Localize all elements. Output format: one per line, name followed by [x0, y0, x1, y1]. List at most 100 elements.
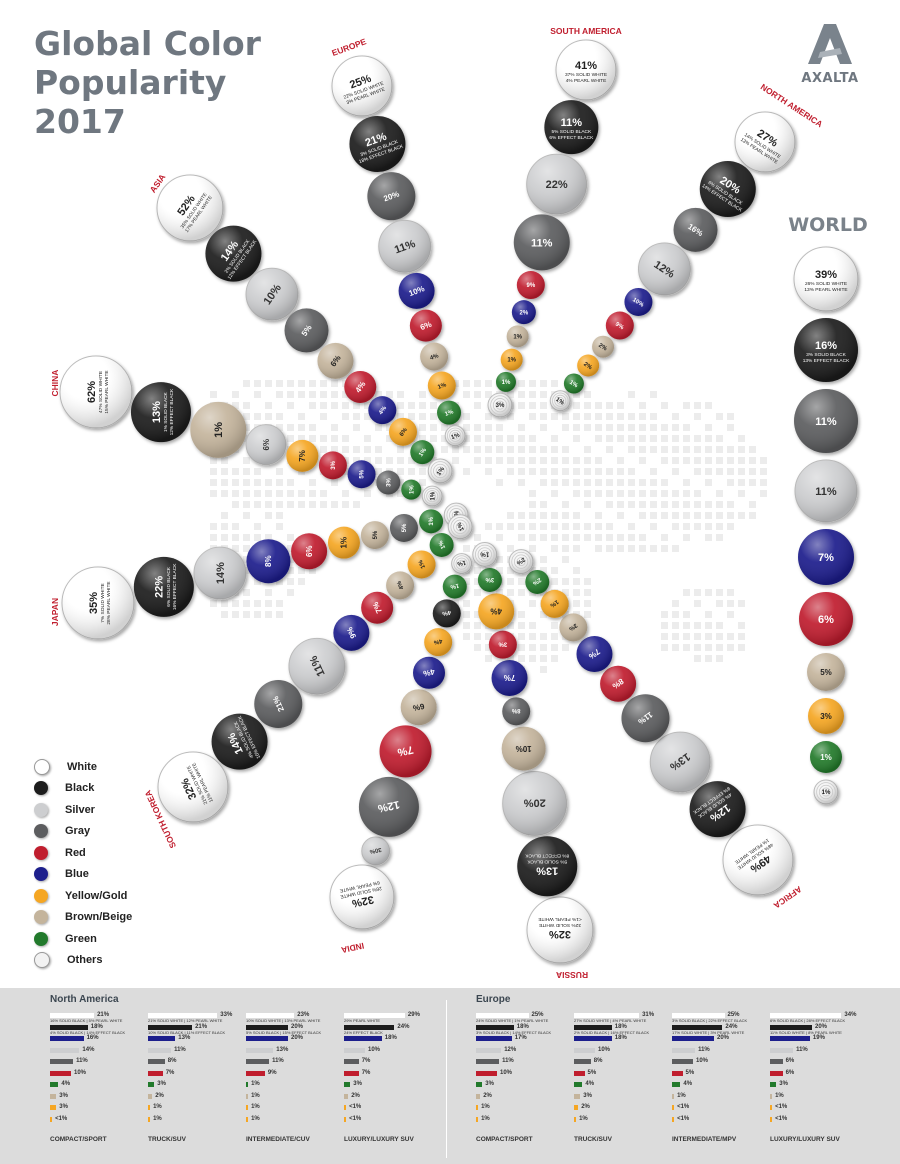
segment-bar-row: 10%	[344, 1046, 426, 1058]
segment-bar-value: 12%	[504, 1046, 517, 1053]
segment-bar-note: 24% SOLID WHITE | 1% PEARL WHITE	[476, 1018, 549, 1023]
segment-bar-row: 20%	[672, 1034, 754, 1046]
bubble-note: 8% EFFECT BLACK	[524, 852, 569, 858]
bubble-value: 2%	[531, 576, 542, 586]
bubble-value: 9%	[345, 626, 358, 640]
bubble-value: 4%	[490, 607, 502, 616]
segment-bar-row: 9%	[246, 1069, 328, 1081]
legend-swatch	[34, 758, 50, 775]
bubble-value: 14%	[215, 562, 227, 584]
bubble-africa-gray: 11%	[621, 694, 670, 743]
bubble-value: 9%	[526, 283, 535, 289]
segment-bar-row: <1%	[770, 1115, 852, 1127]
segment-bar	[672, 1093, 675, 1099]
region-label-europe: EUROPE	[330, 36, 367, 58]
bubble-north-america-silver: 12%	[637, 242, 691, 296]
segment-bar-value: <1%	[349, 1104, 362, 1110]
segment-bar-row: 3%	[344, 1080, 426, 1092]
legend-swatch	[34, 845, 48, 860]
segment-bar	[50, 1059, 74, 1064]
bubble-japan-blue: 8%	[246, 539, 291, 584]
bubble-asia-yellow-gold: 6%	[388, 417, 417, 446]
segment-bar-row: 3%	[574, 1092, 656, 1104]
bubble-note: 3% SOLID BLACK	[806, 352, 847, 358]
segment-bar	[50, 1093, 57, 1099]
bubble-value: 8%	[264, 555, 273, 567]
bubble-value: 10%	[516, 744, 532, 753]
segment-bar-note: 27% SOLID WHITE | 4% PEARL WHITE	[574, 1018, 647, 1023]
bubble-value: 3%	[498, 641, 507, 647]
panel-title-north-america: North America	[50, 994, 119, 1005]
bubble-value: 2%	[515, 556, 526, 566]
segment-bar-value: 13%	[276, 1046, 289, 1053]
segment-bar-row: 5%	[574, 1069, 656, 1081]
segment-bar-value: 8%	[593, 1058, 603, 1064]
bubble-europe-gray: 20%	[367, 172, 416, 221]
bubble-value: 1%	[507, 358, 516, 364]
segment-bar-row: 4%	[672, 1080, 754, 1092]
bubble-value: 4%	[422, 667, 435, 678]
bubble-note: 13% PEARL WHITE	[804, 287, 847, 293]
bubble-value: 7%	[396, 743, 414, 758]
segment-bar-row: 7%	[344, 1057, 426, 1069]
bubble-japan-red: 6%	[291, 533, 328, 570]
bubble-world-red: 6%	[799, 592, 853, 646]
segment-breakdown-panel: North America Europe 21% 16% SOLID BLACK …	[0, 988, 900, 1164]
segment-bar-value: 3%	[59, 1092, 68, 1099]
bubble-south-america-gray: 11%	[513, 214, 570, 271]
segment-bar-row: <1%	[344, 1103, 426, 1115]
legend-item-gray: Gray	[34, 821, 132, 843]
bubble-south-america-red: 9%	[516, 271, 545, 300]
bubble-north-america-green: 1%	[563, 373, 584, 394]
segment-bar-row: 1%	[148, 1115, 230, 1127]
bubble-value: 32%	[351, 893, 375, 909]
segment-bar	[246, 1036, 288, 1041]
segment-bar-value: 2%	[581, 1104, 590, 1110]
bubble-value: 13%	[536, 864, 558, 876]
segment-bar-value: 24%	[397, 1023, 410, 1030]
segment-bar-value: 1%	[481, 1115, 490, 1122]
segment-bar-note: 24% EFFECT BLACK	[344, 1029, 383, 1035]
bubble-value: 22%	[546, 179, 568, 191]
bubble-value: 9%	[614, 322, 625, 332]
segment-bar	[344, 1036, 382, 1041]
segment-bar-row: 3%	[50, 1103, 132, 1115]
bubble-value: 1%	[449, 582, 459, 590]
region-label-south-america: SOUTH AMERICA	[550, 26, 621, 36]
segment-bar-value: 6%	[785, 1069, 795, 1076]
segment-bar	[770, 1105, 773, 1110]
bubble-value: 6%	[399, 427, 409, 438]
bubble-value: 3%	[485, 576, 494, 582]
bubble-value: 7%	[504, 673, 516, 682]
bubble-note: 16% EFFECT BLACK	[172, 563, 178, 610]
segment-bar-value: 33%	[220, 1012, 233, 1018]
bubble-note: 4% PEARL WHITE	[566, 78, 607, 84]
bubble-russia-others: 1%	[472, 541, 498, 567]
segment-bar	[574, 1013, 640, 1018]
segment-bar	[148, 1024, 193, 1030]
bubble-south-korea-blue: 9%	[333, 614, 370, 651]
segment-bar-value: 10%	[74, 1069, 87, 1076]
bubble-value: 1%	[437, 382, 448, 391]
bubble-africa-blue: 7%	[576, 636, 613, 673]
segment-column-compact-sport: 25% 24% SOLID WHITE | 1% PEARL WHITE 18% 3%…	[476, 1011, 558, 1126]
segment-bar-row: 3%	[476, 1080, 558, 1092]
segment-bar-value: <1%	[349, 1115, 362, 1122]
bubble-europe-green: 1%	[437, 400, 462, 425]
segment-bar-value: 25%	[531, 1012, 544, 1018]
segment-bar	[672, 1082, 681, 1087]
bubble-world-gray: 11%	[794, 389, 858, 453]
segment-bar-note: 4% SOLID BLACK | 14% EFFECT BLACK	[50, 1029, 126, 1035]
segment-label: TRUCK/SUV	[148, 1136, 186, 1143]
segment-bar-value: 1%	[153, 1104, 162, 1110]
segment-bar-value: 10%	[598, 1046, 611, 1053]
segment-bar	[148, 1116, 151, 1122]
segment-column-intermediate-mpv: 25% 3% SOLID BLACK | 22% EFFECT BLACK 24% 1…	[672, 1011, 754, 1126]
bubble-value: 22%	[154, 576, 166, 598]
segment-bar-row: 1%	[246, 1080, 328, 1092]
